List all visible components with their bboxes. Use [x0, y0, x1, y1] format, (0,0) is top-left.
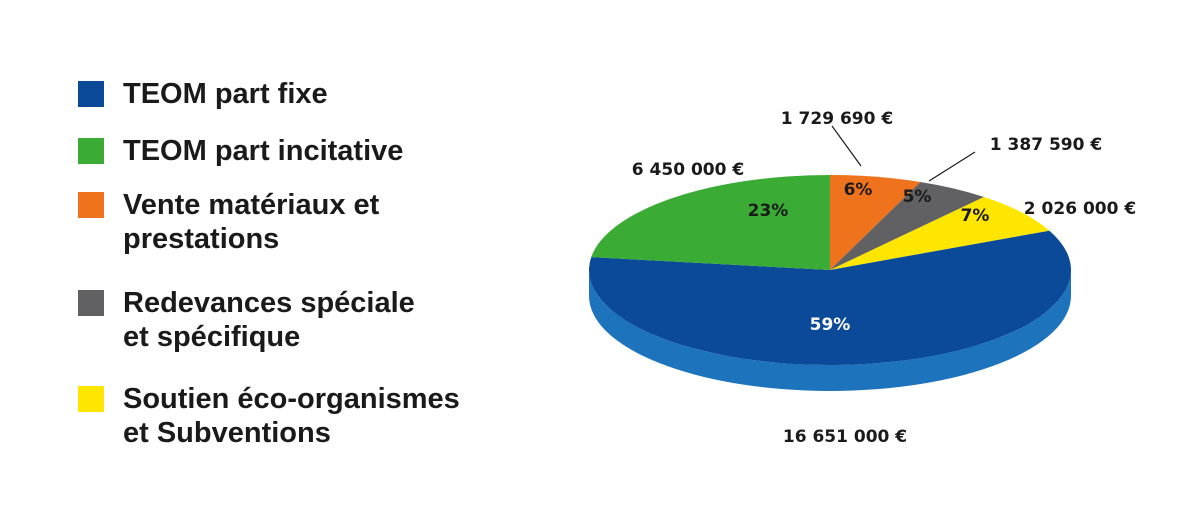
leader-line-gray: [928, 151, 976, 182]
leader-line-orange: [831, 125, 862, 167]
slice-percent-label-gray: 5%: [903, 187, 932, 207]
legend-label: Soutien éco-organismes et Subventions: [123, 383, 460, 449]
legend-swatch-orange: [78, 192, 104, 218]
pie-side-0: [589, 270, 1071, 391]
legend-swatch-green: [78, 138, 104, 164]
leader-lines: [831, 125, 976, 182]
pie-slice-0: [589, 230, 1071, 365]
slice-percent-label-blue: 59%: [810, 315, 851, 335]
legend-label: TEOM part fixe: [123, 78, 328, 110]
pie-slice-2: [830, 175, 921, 270]
legend-label: TEOM part incitative: [123, 135, 404, 167]
pie-sides: [589, 270, 1071, 391]
legend-label: Vente matériaux et prestations: [123, 189, 380, 255]
slice-percent-label-yellow: 7%: [961, 206, 990, 226]
slice-percent-label-orange: 6%: [844, 180, 873, 200]
pie-tops: [589, 175, 1071, 365]
pie-slice-1: [591, 175, 830, 270]
slice-percent-label-green: 23%: [748, 201, 789, 221]
slice-value-label-orange: 1 729 690 €: [781, 109, 893, 129]
legend-label: Redevances spéciale et spécifique: [123, 287, 415, 353]
slice-value-label-gray: 1 387 590 €: [990, 135, 1102, 155]
pie-labels: 59% 23% 6% 5% 7% 16 651 000 € 6 450 000 …: [632, 109, 1136, 447]
pie-slice-4: [830, 196, 1050, 270]
slice-value-label-yellow: 2 026 000 €: [1024, 199, 1136, 219]
pie-slice-3: [830, 181, 985, 270]
chart-legend: TEOM part fixe TEOM part incitative Vent…: [0, 0, 520, 516]
legend-swatch-gray: [78, 290, 104, 316]
slice-value-label-blue: 16 651 000 €: [783, 427, 907, 447]
legend-swatch-yellow: [78, 386, 104, 412]
slice-value-label-green: 6 450 000 €: [632, 160, 744, 180]
legend-swatch-blue: [78, 81, 104, 107]
